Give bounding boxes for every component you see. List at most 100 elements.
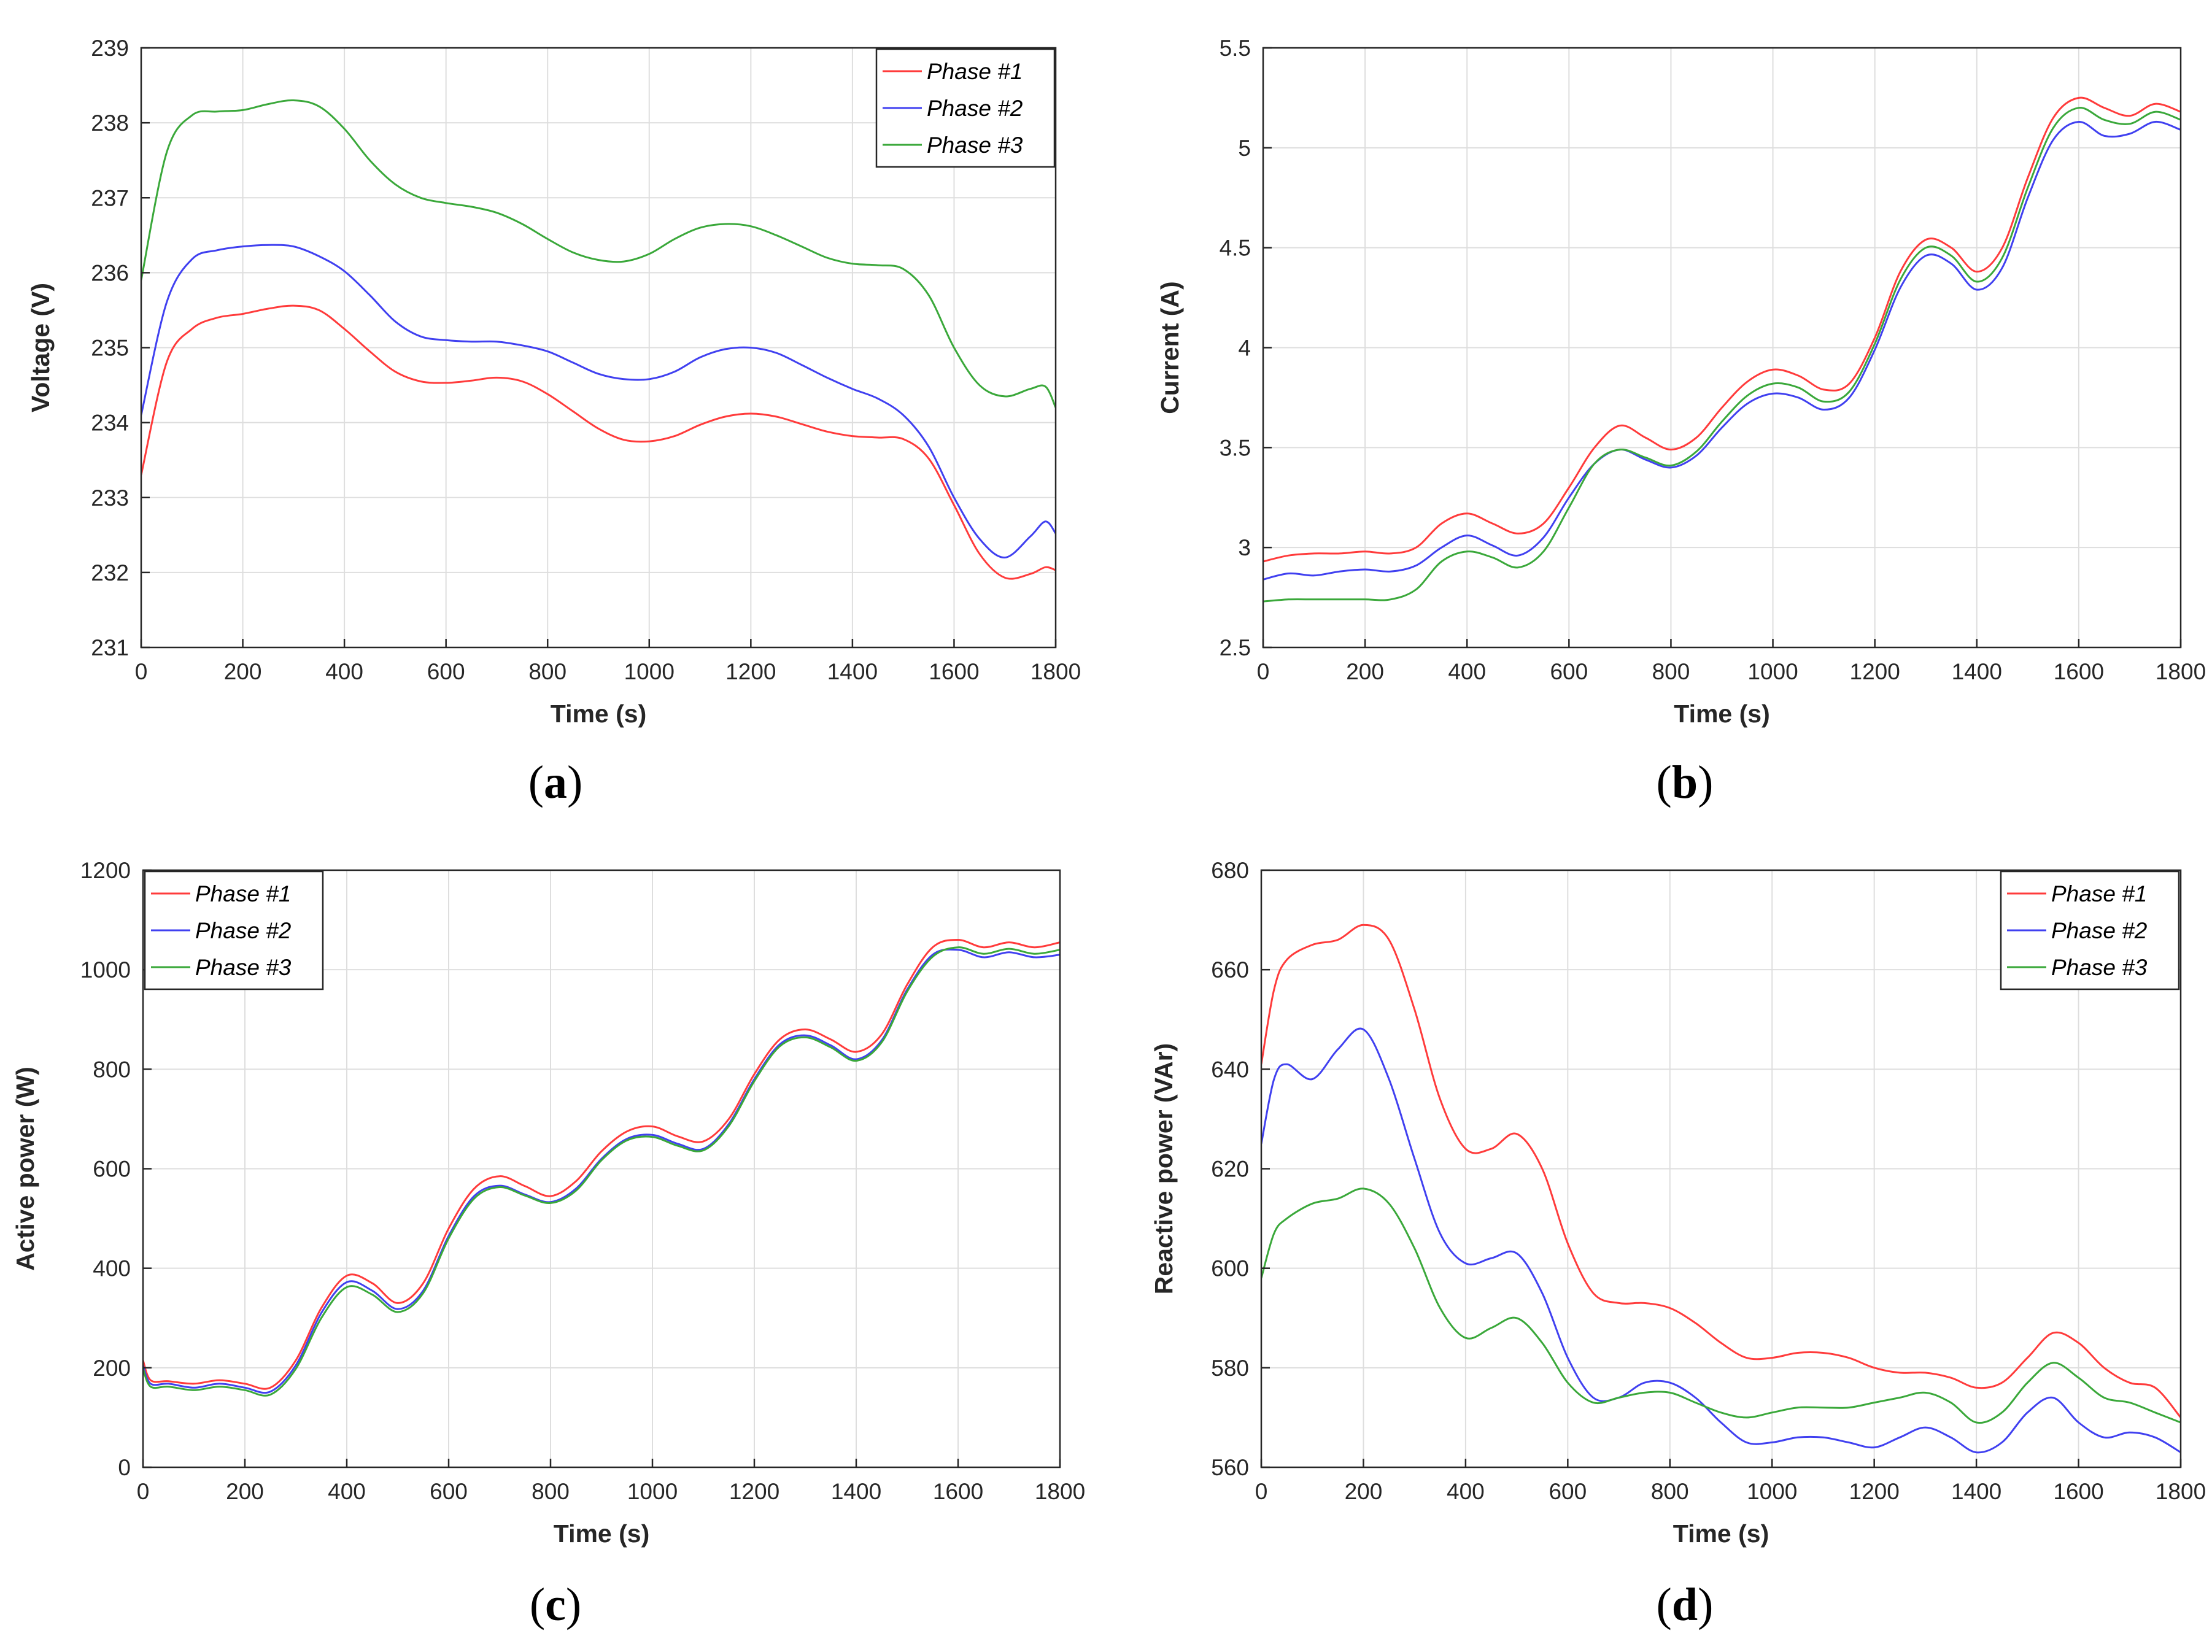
y-tick-label: 560	[1211, 1455, 1249, 1480]
x-axis-label: Time (s)	[1674, 700, 1769, 728]
series-line-phase-3	[141, 99, 1056, 408]
x-tick-label: 1800	[2156, 1479, 2206, 1504]
x-tick-label: 1200	[729, 1479, 779, 1504]
x-tick-label: 600	[430, 1479, 468, 1504]
x-tick-label: 800	[1651, 1479, 1689, 1504]
x-tick-label: 1400	[831, 1479, 881, 1504]
series-line-phase-2	[141, 244, 1056, 559]
x-tick-label: 0	[137, 1479, 150, 1504]
x-tick-label: 1000	[624, 659, 675, 684]
x-tick-label: 800	[528, 659, 567, 684]
y-tick-label: 239	[91, 36, 129, 61]
x-tick-label: 600	[427, 659, 465, 684]
legend-label-phase-1: Phase #1	[195, 881, 291, 906]
legend-label-phase-1: Phase #1	[2051, 881, 2147, 906]
y-tick-label: 234	[91, 411, 129, 436]
series-line-phase-3	[1263, 107, 2181, 603]
x-tick-label: 200	[1345, 1479, 1383, 1504]
series-line-phase-3	[143, 946, 1060, 1397]
y-tick-label: 580	[1211, 1356, 1249, 1381]
x-tick-label: 1800	[2156, 659, 2206, 684]
series-line-phase-1	[1263, 96, 2181, 563]
y-axis-label: Current (A)	[1156, 281, 1184, 414]
y-tick-label: 232	[91, 560, 129, 585]
series-line-phase-2	[1263, 120, 2181, 581]
x-tick-label: 1400	[827, 659, 878, 684]
legend: Phase #1 Phase #2 Phase #3	[144, 870, 324, 990]
x-tick-label: 0	[135, 659, 148, 684]
x-tick-label: 400	[325, 659, 363, 684]
x-tick-label: 600	[1550, 659, 1588, 684]
legend-label-phase-3: Phase #3	[195, 955, 292, 980]
chart-panel-b: 0 200 400 600 800 1000 1200 1400 1600 1800 2.5 3 3.5…	[1156, 36, 2206, 808]
y-tick-label: 1200	[80, 858, 131, 883]
x-tick-label: 1600	[2053, 1479, 2103, 1504]
legend-label-phase-2: Phase #2	[2051, 918, 2148, 943]
x-axis-label: Time (s)	[554, 1519, 649, 1548]
y-tick-label: 680	[1211, 858, 1249, 883]
x-tick-label: 1600	[2054, 659, 2104, 684]
series-line-phase-2	[1261, 1027, 2181, 1454]
y-axis-label: Active power (W)	[11, 1067, 39, 1271]
y-tick-label: 600	[1211, 1256, 1249, 1281]
y-tick-label: 237	[91, 185, 129, 210]
x-tick-label: 1800	[1035, 1479, 1085, 1504]
x-tick-label: 1400	[1952, 659, 2002, 684]
x-tick-label: 1200	[1850, 659, 1900, 684]
y-tick-label: 640	[1211, 1057, 1249, 1082]
y-tick-label: 3	[1238, 535, 1251, 560]
y-tick-label: 5.5	[1220, 36, 1251, 61]
x-tick-label: 1000	[1747, 1479, 1797, 1504]
panel-label: (c)	[530, 1579, 581, 1631]
series-line-phase-1	[141, 304, 1056, 580]
y-tick-label: 0	[118, 1455, 131, 1480]
legend-label-phase-3: Phase #3	[2051, 955, 2148, 980]
y-tick-label: 235	[91, 336, 129, 361]
x-tick-label: 1000	[1747, 659, 1798, 684]
panel-label: (a)	[528, 757, 583, 808]
x-tick-label: 800	[1652, 659, 1690, 684]
chart-panel-d: 0 200 400 600 800 1000 1200 1400 1600 1800 560 580 6…	[1150, 858, 2206, 1631]
y-axis-label: Reactive power (VAr)	[1150, 1043, 1178, 1294]
y-tick-label: 2.5	[1220, 635, 1251, 660]
legend: Phase #1 Phase #2 Phase #3	[2000, 870, 2180, 990]
series-line-phase-1	[1261, 924, 2181, 1418]
x-tick-label: 1600	[929, 659, 979, 684]
y-tick-label: 5	[1238, 136, 1251, 161]
panel-label: (b)	[1657, 757, 1714, 808]
x-tick-label: 200	[224, 659, 262, 684]
y-tick-label: 4.5	[1220, 236, 1251, 261]
legend-box	[144, 870, 324, 990]
y-tick-label: 400	[93, 1256, 131, 1281]
x-tick-label: 1200	[725, 659, 776, 684]
legend-label-phase-2: Phase #2	[927, 96, 1023, 121]
x-axis-label: Time (s)	[1673, 1519, 1769, 1548]
y-tick-label: 231	[91, 635, 129, 660]
y-axis-label: Voltage (V)	[26, 283, 55, 412]
panel-label: (d)	[1657, 1579, 1714, 1631]
y-tick-label: 620	[1211, 1157, 1249, 1182]
y-tick-label: 200	[93, 1356, 131, 1381]
x-tick-label: 1800	[1031, 659, 1081, 684]
x-tick-label: 0	[1255, 1479, 1268, 1504]
legend-label-phase-1: Phase #1	[927, 59, 1023, 84]
x-tick-label: 400	[328, 1479, 366, 1504]
x-tick-label: 600	[1549, 1479, 1587, 1504]
y-tick-label: 236	[91, 260, 129, 285]
x-tick-label: 200	[226, 1479, 264, 1504]
series-line-phase-3	[1261, 1187, 2181, 1424]
x-tick-label: 1000	[627, 1479, 678, 1504]
x-axis-label: Time (s)	[551, 700, 646, 728]
legend-label-phase-3: Phase #3	[927, 133, 1023, 158]
x-tick-label: 400	[1448, 659, 1486, 684]
x-tick-label: 1600	[933, 1479, 983, 1504]
chart-panel-c: 0 200 400 600 800 1000 1200 1400 1600 1800 0 200 400…	[11, 858, 1085, 1631]
x-tick-label: 1200	[1849, 1479, 1900, 1504]
x-tick-label: 1400	[1951, 1479, 2001, 1504]
x-tick-label: 800	[532, 1479, 570, 1504]
y-tick-label: 233	[91, 485, 129, 511]
y-tick-label: 600	[93, 1157, 131, 1182]
y-tick-label: 1000	[80, 957, 131, 982]
y-tick-label: 660	[1211, 957, 1249, 982]
y-tick-label: 800	[93, 1057, 131, 1082]
